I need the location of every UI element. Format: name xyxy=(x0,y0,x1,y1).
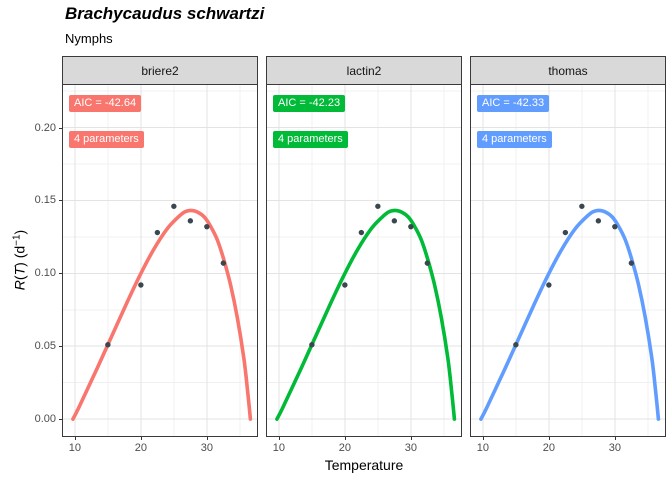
y-tick-label: 0.00 xyxy=(34,413,56,426)
panel-plot-canvas xyxy=(471,85,665,436)
aic-label: AIC = -42.23 xyxy=(273,95,346,112)
plot-title: Brachycaudus schwartzi xyxy=(65,4,265,23)
facet-briere2: briere2 AIC = -42.64 4 parameters 10 20 30 xyxy=(62,56,258,460)
fit-curve xyxy=(479,208,661,421)
aic-label: AIC = -42.64 xyxy=(69,95,142,112)
y-axis-title-sup: −1 xyxy=(11,234,23,246)
panel-plot-canvas xyxy=(63,85,257,436)
data-point xyxy=(546,282,552,288)
x-tick-label: 20 xyxy=(338,442,351,454)
x-tick-mark xyxy=(482,437,484,440)
y-tick-label: 0.20 xyxy=(34,121,56,134)
x-tick-label: 30 xyxy=(404,442,417,454)
data-point xyxy=(138,282,144,288)
x-tick-mark xyxy=(74,437,76,440)
y-tick-mark xyxy=(59,273,62,275)
fit-curve xyxy=(71,208,253,421)
data-point xyxy=(375,203,381,209)
data-point xyxy=(204,223,210,230)
facet-panel: AIC = -42.64 4 parameters xyxy=(62,84,258,437)
plot-subtitle: Nymphs xyxy=(65,31,113,46)
x-tick-label: 10 xyxy=(272,442,286,454)
x-tick-label: 10 xyxy=(68,442,82,454)
y-tick-mark xyxy=(59,127,62,129)
x-axis-title: Temperature xyxy=(324,457,404,473)
y-axis-title-mid: ) (d xyxy=(11,245,28,267)
y-tick-label: 0.10 xyxy=(34,267,56,280)
facet-strip: briere2 xyxy=(62,56,258,84)
data-point xyxy=(562,229,569,236)
x-tick-mark xyxy=(140,437,142,440)
data-point xyxy=(408,223,414,230)
data-point xyxy=(220,260,227,266)
x-tick-label: 20 xyxy=(542,442,555,454)
data-point xyxy=(391,218,398,224)
y-tick-mark xyxy=(59,200,62,202)
data-point xyxy=(309,342,315,348)
x-tick-label: 30 xyxy=(200,442,213,454)
y-tick-label: 0.05 xyxy=(34,340,56,353)
x-tick-label: 20 xyxy=(134,442,147,454)
data-point xyxy=(171,203,177,209)
data-point xyxy=(154,229,161,236)
y-tick-mark xyxy=(59,346,62,348)
y-tick-label: 0.15 xyxy=(34,194,56,207)
y-axis-title-r: R xyxy=(11,280,28,291)
facet-thomas: thomas AIC = -42.33 4 parameters 10 20 30 xyxy=(470,56,666,460)
facet-panel: AIC = -42.23 4 parameters xyxy=(266,84,462,437)
fit-curve xyxy=(275,208,457,421)
facet-strip: thomas xyxy=(470,56,666,84)
x-tick-mark xyxy=(206,437,208,440)
x-tick-mark xyxy=(410,437,412,440)
aic-label: AIC = -42.33 xyxy=(477,95,550,112)
x-tick-mark xyxy=(344,437,346,440)
facet-panel: AIC = -42.33 4 parameters xyxy=(470,84,666,437)
data-point xyxy=(105,342,111,348)
params-label: 4 parameters xyxy=(273,131,348,148)
data-point xyxy=(358,229,365,236)
data-point xyxy=(513,342,519,348)
data-point xyxy=(612,223,618,230)
y-tick-mark xyxy=(59,419,62,421)
facet-lactin2: lactin2 AIC = -42.23 4 parameters 10 20 30 xyxy=(266,56,462,460)
x-tick-mark xyxy=(278,437,280,440)
data-point xyxy=(628,260,635,266)
x-tick-mark xyxy=(548,437,550,440)
y-axis-title: R(T) (d−1) xyxy=(11,230,28,291)
data-point xyxy=(595,218,602,224)
data-point xyxy=(424,260,431,266)
data-point xyxy=(579,203,585,209)
data-point xyxy=(342,282,348,288)
facet-strip: lactin2 xyxy=(266,56,462,84)
params-label: 4 parameters xyxy=(69,131,144,148)
x-tick-mark xyxy=(614,437,616,440)
x-tick-label: 30 xyxy=(608,442,621,454)
data-point xyxy=(187,218,194,224)
x-tick-label: 10 xyxy=(476,442,490,454)
params-label: 4 parameters xyxy=(477,131,552,148)
